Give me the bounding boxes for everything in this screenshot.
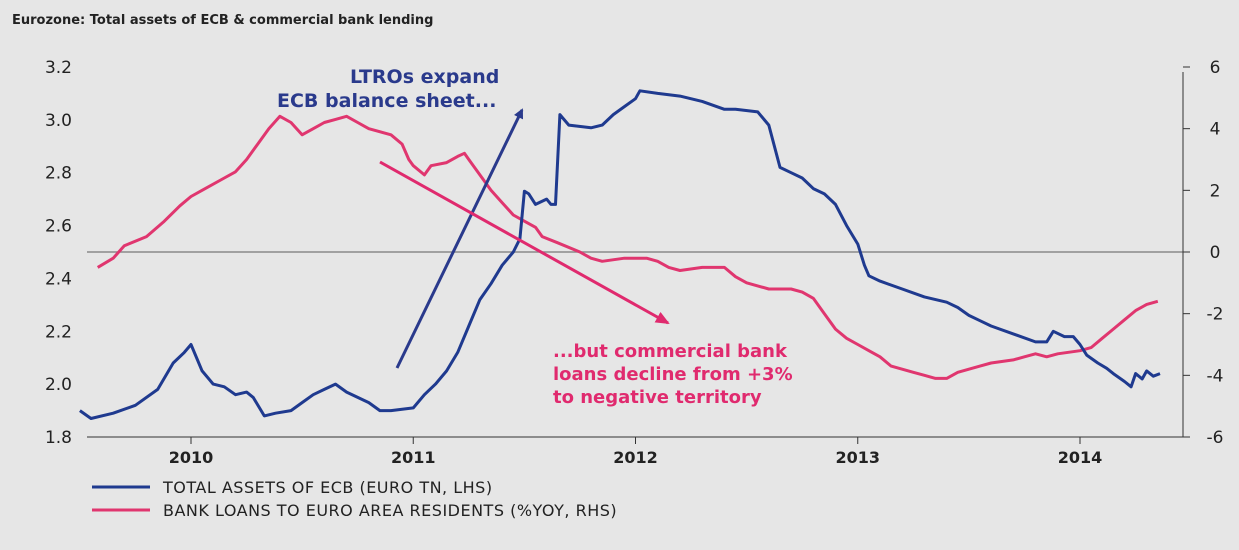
legend-label-ecb: TOTAL ASSETS OF ECB (EURO TN, LHS) [162,478,493,497]
y-right-tick-label: -4 [1207,366,1224,386]
x-tick-label: 2010 [169,448,214,467]
y-right-tick-label: 4 [1210,120,1221,140]
y-right-tick-label: -2 [1207,305,1224,325]
x-tick-label: 2012 [613,448,658,467]
y-right-tick-label: 6 [1210,58,1221,78]
y-left-tick-label: 3.0 [45,111,72,131]
x-tick-label: 2013 [835,448,880,467]
chart-title: Eurozone: Total assets of ECB & commerci… [12,13,433,28]
ltro-annotation-line-2: ECB balance sheet... [277,90,496,112]
y-left-tick-label: 2.0 [45,375,72,395]
loans-annotation-line-2: loans decline from +3% [553,364,793,385]
series-ecb-total-assets-line [79,89,1161,420]
y-right-tick-label: 2 [1210,181,1221,201]
loans-annotation-line-1: ...but commercial bank [553,341,788,362]
y-right-tick-label: 0 [1210,243,1221,263]
y-left-tick-label: 2.8 [45,164,72,184]
y-right-tick-label: -6 [1207,428,1224,448]
y-left-tick-label: 2.6 [45,217,72,237]
y-left-tick-label: 2.4 [45,269,72,289]
loans-decline-arrow [379,160,670,325]
y-left-tick-label: 1.8 [45,428,72,448]
legend-label-bank-loans: BANK LOANS TO EURO AREA RESIDENTS (%YOY,… [163,501,617,520]
ltro-arrow [395,108,524,369]
y-left-tick-label: 2.2 [45,322,72,342]
x-axis: 2010 2011 2012 2013 2014 [169,437,1103,467]
legend: TOTAL ASSETS OF ECB (EURO TN, LHS) BANK … [92,478,617,520]
y-axis-left: 1.8 2.0 2.2 2.4 2.6 2.8 3.0 3.2 [45,58,72,448]
x-tick-label: 2011 [391,448,436,467]
y-axis-right: -6 -4 -2 0 2 4 6 [1183,58,1223,448]
y-left-tick-label: 3.2 [45,58,72,78]
ltro-annotation-line-1: LTROs expand [350,66,499,88]
loans-annotation-line-3: to negative territory [553,387,762,408]
series-bank-loans-line [96,114,1159,380]
x-tick-label: 2014 [1058,448,1103,467]
